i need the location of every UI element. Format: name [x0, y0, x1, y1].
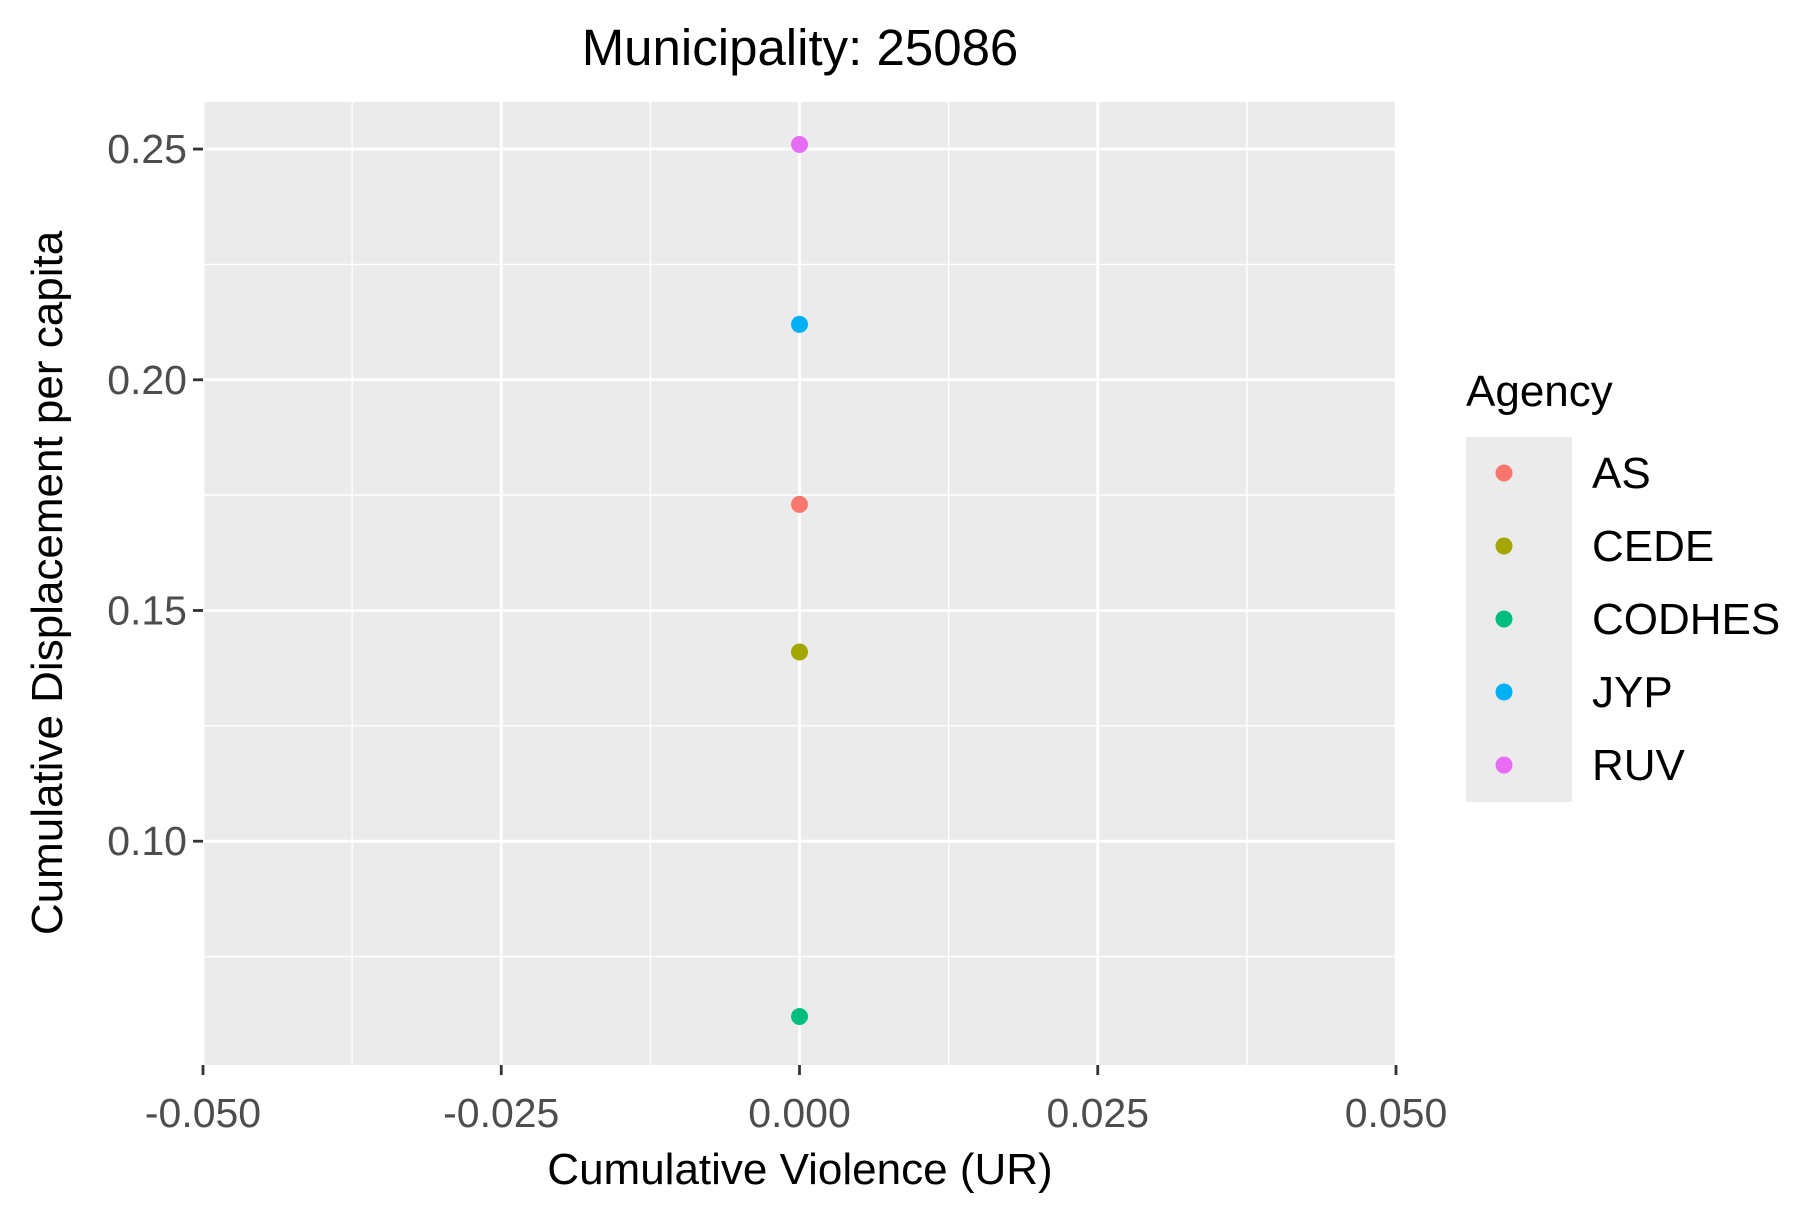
- legend-key-background: [1466, 437, 1572, 802]
- x-axis-ticks: -0.050 -0.025 0.000 0.025 0.050: [145, 1065, 1447, 1136]
- x-tick-label: -0.025: [443, 1090, 559, 1136]
- legend: Agency AS CEDE CODHES JYP RUV: [1466, 367, 1780, 802]
- x-tick-label: -0.050: [145, 1090, 261, 1136]
- legend-label-cede: CEDE: [1592, 522, 1714, 571]
- data-point-ruv: [791, 135, 808, 153]
- y-axis-ticks: 0.10 0.15 0.20 0.25: [107, 126, 203, 864]
- legend-title: Agency: [1466, 367, 1613, 416]
- major-gridlines: [201, 102, 1398, 1065]
- legend-label-codhes: CODHES: [1592, 595, 1780, 644]
- data-point-jyp: [791, 315, 808, 333]
- x-tick-label: 0.000: [748, 1090, 851, 1136]
- legend-key-ruv: [1495, 756, 1513, 774]
- x-tick-label: 0.025: [1046, 1090, 1149, 1136]
- chart-title: Municipality: 25086: [582, 19, 1019, 76]
- y-tick-label: 0.15: [107, 587, 187, 633]
- data-point-codhes: [791, 1008, 808, 1026]
- data-point-cede: [791, 643, 808, 661]
- x-tick-label: 0.050: [1345, 1090, 1448, 1136]
- y-tick-label: 0.10: [107, 818, 187, 864]
- x-axis-title: Cumulative Violence (UR): [547, 1145, 1052, 1194]
- y-axis-title: Cumulative Displacement per capita: [23, 230, 72, 935]
- data-point-as: [791, 495, 808, 513]
- legend-label-ruv: RUV: [1592, 741, 1686, 790]
- legend-key-cede: [1495, 537, 1513, 555]
- legend-items: AS CEDE CODHES JYP RUV: [1495, 449, 1780, 790]
- y-tick-label: 0.25: [107, 126, 187, 172]
- legend-key-jyp: [1495, 683, 1513, 701]
- legend-key-as: [1495, 464, 1513, 482]
- legend-label-as: AS: [1592, 449, 1651, 498]
- data-points: [791, 135, 808, 1026]
- y-tick-label: 0.20: [107, 357, 187, 403]
- legend-key-codhes: [1495, 610, 1513, 628]
- legend-label-jyp: JYP: [1592, 668, 1673, 717]
